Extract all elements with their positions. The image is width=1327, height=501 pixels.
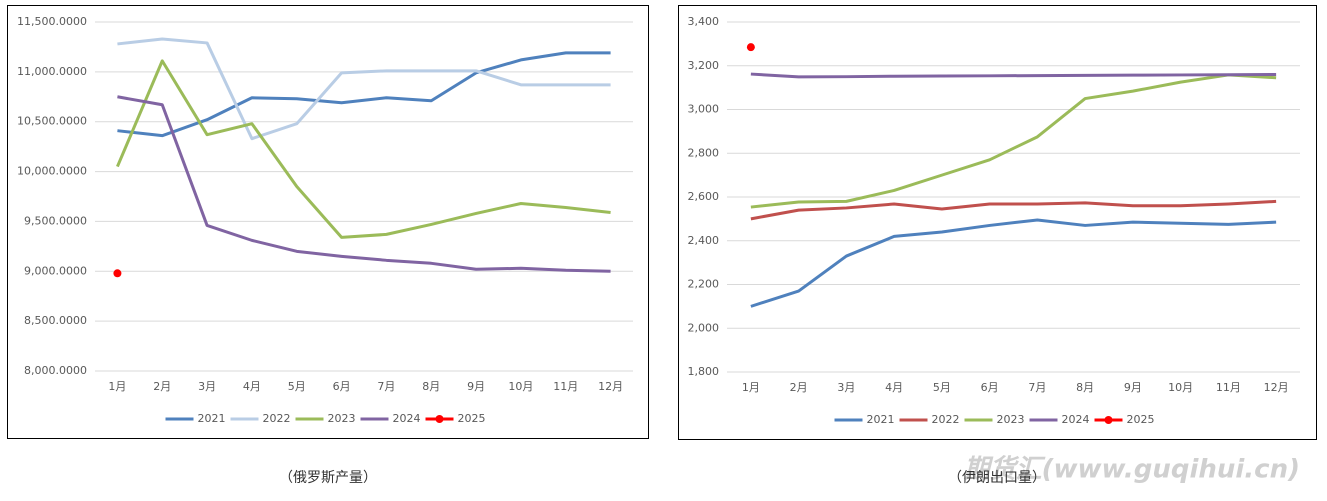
x-tick-label: 7月 <box>1028 381 1046 394</box>
x-tick-label: 7月 <box>377 380 395 393</box>
caption: （俄罗斯产量） <box>279 470 377 486</box>
x-tick-label: 5月 <box>288 380 306 393</box>
legend-label: 2022 <box>932 413 960 426</box>
series-line <box>116 59 611 239</box>
y-tick-label: 2,600 <box>688 190 720 203</box>
legend-label: 2025 <box>458 412 486 425</box>
chart-frame <box>678 5 1317 440</box>
x-tick-label: 8月 <box>422 380 440 393</box>
legend-label: 2024 <box>1062 413 1090 426</box>
x-tick-label: 2月 <box>153 380 171 393</box>
x-tick-label: 9月 <box>467 380 485 393</box>
x-tick-label: 6月 <box>981 381 999 394</box>
y-tick-label: 8,500.0000 <box>24 314 87 327</box>
legend-label: 2025 <box>1127 413 1155 426</box>
x-tick-label: 4月 <box>243 380 261 393</box>
chart-frame <box>7 5 649 439</box>
y-tick-label: 9,500.0000 <box>24 214 87 227</box>
y-tick-label: 10,000.0000 <box>17 165 87 178</box>
x-tick-label: 11月 <box>1216 381 1241 394</box>
series-line <box>750 72 1277 79</box>
x-tick-label: 12月 <box>1264 381 1289 394</box>
watermark: 期货汇(www.guqihui.cn) <box>963 455 1300 485</box>
legend-label: 2024 <box>393 412 421 425</box>
y-tick-label: 11,500.0000 <box>17 15 87 28</box>
series-line <box>750 218 1277 308</box>
x-tick-label: 8月 <box>1076 381 1094 394</box>
x-tick-label: 1月 <box>742 381 760 394</box>
x-tick-label: 6月 <box>333 380 351 393</box>
series-line <box>750 199 1277 221</box>
series-line <box>117 95 611 273</box>
legend-label: 2021 <box>867 413 895 426</box>
x-tick-label: 2月 <box>790 381 808 394</box>
y-tick-label: 2,400 <box>688 234 720 247</box>
y-tick-label: 10,500.0000 <box>17 115 87 128</box>
x-tick-label: 9月 <box>1124 381 1142 394</box>
x-tick-label: 5月 <box>933 381 951 394</box>
series-line <box>117 37 611 141</box>
y-tick-label: 9,000.0000 <box>24 264 87 277</box>
y-tick-label: 3,400 <box>688 15 720 28</box>
series-line <box>117 51 611 138</box>
x-tick-label: 3月 <box>198 380 216 393</box>
caption: （伊朗出口量） <box>948 470 1046 486</box>
y-tick-label: 3,200 <box>688 59 720 72</box>
x-tick-label: 12月 <box>598 380 623 393</box>
x-tick-label: 11月 <box>553 380 578 393</box>
point <box>113 269 122 278</box>
legend-label: 2022 <box>263 412 291 425</box>
y-tick-label: 1,800 <box>688 365 720 378</box>
x-tick-label: 10月 <box>1168 381 1193 394</box>
y-tick-label: 8,000.0000 <box>24 364 87 377</box>
legend-label: 2021 <box>198 412 226 425</box>
x-tick-label: 10月 <box>508 380 533 393</box>
y-tick-label: 2,200 <box>688 278 720 291</box>
y-tick-label: 11,000.0000 <box>17 65 87 78</box>
x-tick-label: 1月 <box>108 380 126 393</box>
legend-label: 2023 <box>997 413 1025 426</box>
x-tick-label: 3月 <box>837 381 855 394</box>
y-tick-label: 2,000 <box>688 321 720 334</box>
legend-marker <box>435 415 444 423</box>
y-tick-label: 3,000 <box>688 103 720 116</box>
y-tick-label: 2,800 <box>688 146 720 159</box>
legend-marker <box>1104 416 1113 424</box>
x-tick-label: 4月 <box>885 381 903 394</box>
series-line <box>750 73 1277 209</box>
legend-label: 2023 <box>328 412 356 425</box>
point <box>746 43 755 52</box>
